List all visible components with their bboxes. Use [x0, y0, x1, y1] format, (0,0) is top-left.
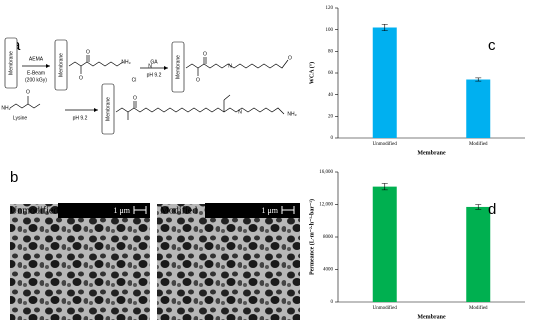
panel-label: b	[10, 169, 18, 186]
y-tick-label: 0	[331, 300, 334, 305]
scale-label: 1 μm	[113, 206, 130, 215]
membrane-label: Membrane	[105, 97, 111, 121]
image-caption: Unmodified	[10, 205, 58, 216]
reagent-label: pH 9.2	[73, 115, 88, 121]
atom-label: N	[228, 63, 232, 69]
membrane-label: Membrane	[8, 51, 14, 75]
bar	[372, 27, 397, 138]
error-bar	[381, 183, 388, 191]
membrane-box	[171, 41, 185, 93]
x-tick-label: Unmodified	[373, 306, 398, 311]
bar	[466, 206, 491, 302]
membrane-box	[54, 39, 68, 91]
atom-label: Cl	[132, 77, 137, 83]
membrane-label: Membrane	[175, 55, 181, 79]
x-tick-label: Unmodified	[373, 142, 398, 147]
scale-strip	[205, 203, 300, 218]
y-axis-title: Permeance (L·m⁻²·h⁻¹·bar⁻¹)	[308, 199, 315, 275]
reaction-scheme	[9, 55, 289, 120]
membrane-box	[101, 83, 115, 135]
sem-image	[10, 204, 150, 320]
y-tick-label: 40	[328, 93, 334, 98]
x-tick-label: Modified	[469, 142, 488, 147]
x-tick-label: Modified	[469, 306, 488, 311]
panel-label: c	[488, 37, 496, 54]
atom-label: O	[133, 95, 137, 101]
scale-strip	[58, 203, 150, 218]
sem-image	[157, 204, 300, 320]
error-bar	[475, 204, 482, 210]
bar	[466, 79, 491, 138]
membrane-box	[4, 37, 18, 89]
image-caption: Modified	[160, 205, 197, 216]
atom-label: O	[26, 89, 30, 95]
y-tick-label: 12,000	[319, 203, 333, 208]
x-axis-title: Membrane	[417, 150, 446, 156]
error-bar	[381, 23, 388, 32]
atom-label: N	[148, 63, 152, 69]
reagent-label: AEMA	[29, 56, 44, 62]
membrane-label: Membrane	[58, 53, 64, 77]
y-tick-label: 80	[328, 49, 334, 54]
reagent-label: E-Beam	[27, 70, 45, 76]
atom-label: O	[288, 55, 292, 61]
y-tick-label: 100	[326, 28, 334, 33]
x-axis-title: Membrane	[417, 314, 446, 320]
bar	[372, 186, 397, 302]
y-tick-label: 0	[331, 136, 334, 141]
reagent-label: (200 kGy)	[25, 77, 47, 83]
reagent-label: GA	[150, 59, 158, 65]
y-axis-title: WCA (°)	[308, 62, 315, 84]
y-tick-label: 120	[326, 6, 334, 11]
y-tick-label: 20	[328, 114, 334, 119]
reagent-label: Lysine	[13, 115, 27, 121]
panel-label: d	[488, 201, 496, 218]
reagent-label: pH 9.2	[147, 72, 162, 78]
atom-label: NH₂	[1, 105, 10, 111]
atom-label: NH₃	[121, 59, 130, 65]
y-tick-label: 60	[328, 71, 334, 76]
sem-images: b Unmodified Modified 1 μm 1 μm	[10, 169, 300, 320]
y-tick-label: 16,000	[319, 170, 333, 175]
atom-label: O	[203, 51, 207, 57]
error-bar	[475, 77, 482, 82]
atom-label: O	[196, 77, 200, 83]
scale-label: 1 μm	[261, 206, 278, 215]
y-tick-label: 8000	[323, 235, 334, 240]
atom-label: O	[86, 49, 90, 55]
y-tick-label: 4000	[323, 268, 334, 273]
atom-label: N	[238, 109, 242, 115]
atom-label: NH₃	[287, 111, 296, 117]
atom-label: O	[79, 75, 83, 81]
